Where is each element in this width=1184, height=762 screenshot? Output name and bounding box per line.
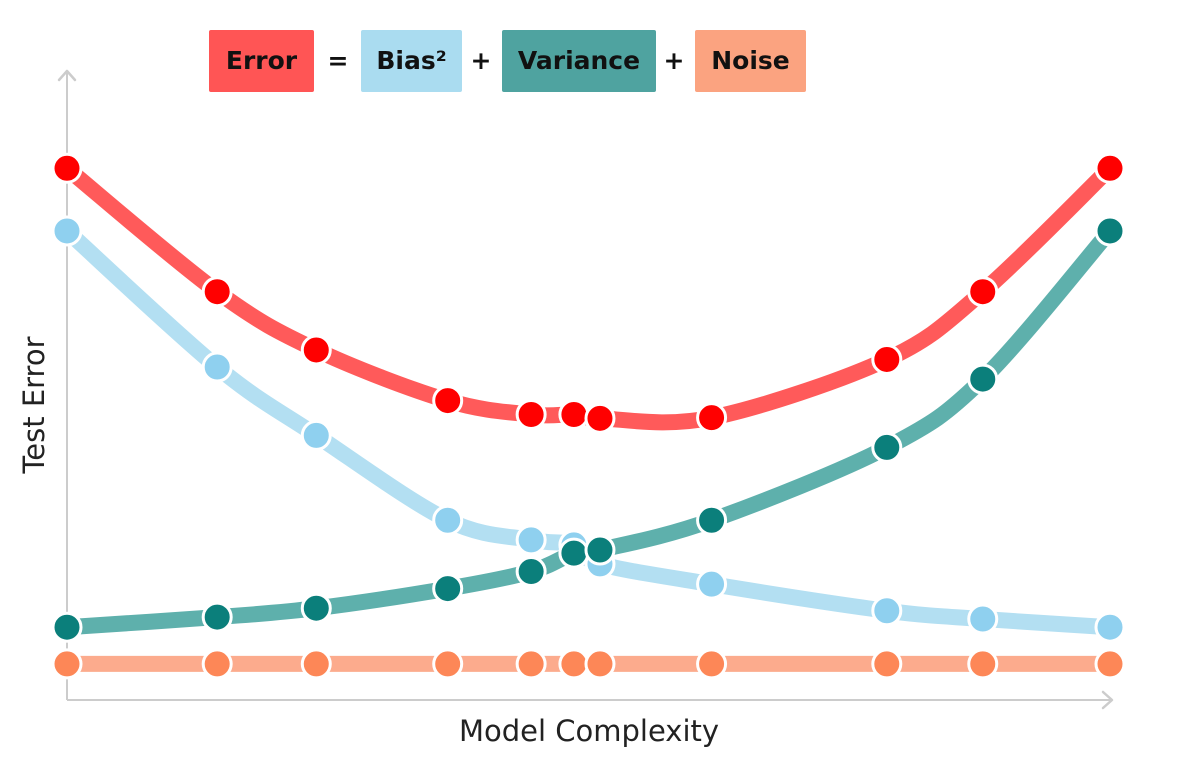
variance-data-point (696, 504, 728, 536)
bias-legend-box (361, 30, 462, 92)
error-data-point (558, 399, 590, 431)
plot-area (51, 152, 1126, 680)
error-data-point (432, 385, 464, 417)
noise-data-point (871, 648, 903, 680)
equals-sign: = (328, 46, 349, 75)
noise-data-point (300, 648, 332, 680)
bias-data-point (432, 504, 464, 536)
variance-data-point (1094, 215, 1126, 247)
error-data-point (584, 402, 616, 434)
variance-data-point (584, 534, 616, 566)
error-data-point (201, 276, 233, 308)
variance-legend-box (502, 30, 656, 92)
noise-data-point (1094, 648, 1126, 680)
noise-data-point (584, 648, 616, 680)
variance-data-point (967, 363, 999, 395)
bias-data-point (871, 595, 903, 627)
y-axis-title: Test Error (17, 336, 51, 474)
error-data-point (1094, 152, 1126, 184)
error-data-point (51, 152, 83, 184)
noise-legend-box (695, 30, 806, 92)
bias-data-point (51, 215, 83, 247)
bias-data-point (696, 568, 728, 600)
noise-data-point (515, 648, 547, 680)
plus-sign-2: + (664, 46, 685, 75)
variance-data-point (300, 592, 332, 624)
variance-data-point (558, 537, 590, 569)
x-axis-arrowhead (1101, 690, 1114, 710)
noise-data-point (696, 648, 728, 680)
error-data-point (967, 276, 999, 308)
error-legend-label: Error (226, 46, 298, 75)
equation-legend: Error = Bias² + Variance + Noise (209, 30, 806, 92)
noise-data-point (432, 648, 464, 680)
error-data-point (515, 399, 547, 431)
series-markers (51, 152, 1126, 680)
noise-data-point (967, 648, 999, 680)
bias-legend-label: Bias² (376, 46, 446, 75)
x-axis-title: Model Complexity (459, 714, 719, 748)
error-legend-box (209, 30, 314, 92)
error-data-point (871, 343, 903, 375)
bias-data-point (1094, 611, 1126, 643)
noise-legend-label: Noise (711, 46, 790, 75)
bias-data-point (201, 351, 233, 383)
noise-data-point (558, 648, 590, 680)
variance-data-point (201, 601, 233, 633)
noise-data-point (201, 648, 233, 680)
noise-data-point (51, 648, 83, 680)
plus-sign-1: + (471, 46, 492, 75)
variance-data-point (432, 573, 464, 605)
error-data-point (300, 334, 332, 366)
variance-data-point (515, 556, 547, 588)
y-axis-arrowhead (57, 69, 77, 82)
variance-data-point (51, 611, 83, 643)
bias-data-point (967, 603, 999, 635)
error-data-point (696, 402, 728, 434)
bias-data-point (300, 419, 332, 451)
variance-data-point (871, 431, 903, 463)
variance-legend-label: Variance (518, 46, 640, 75)
bias-data-point (515, 524, 547, 556)
